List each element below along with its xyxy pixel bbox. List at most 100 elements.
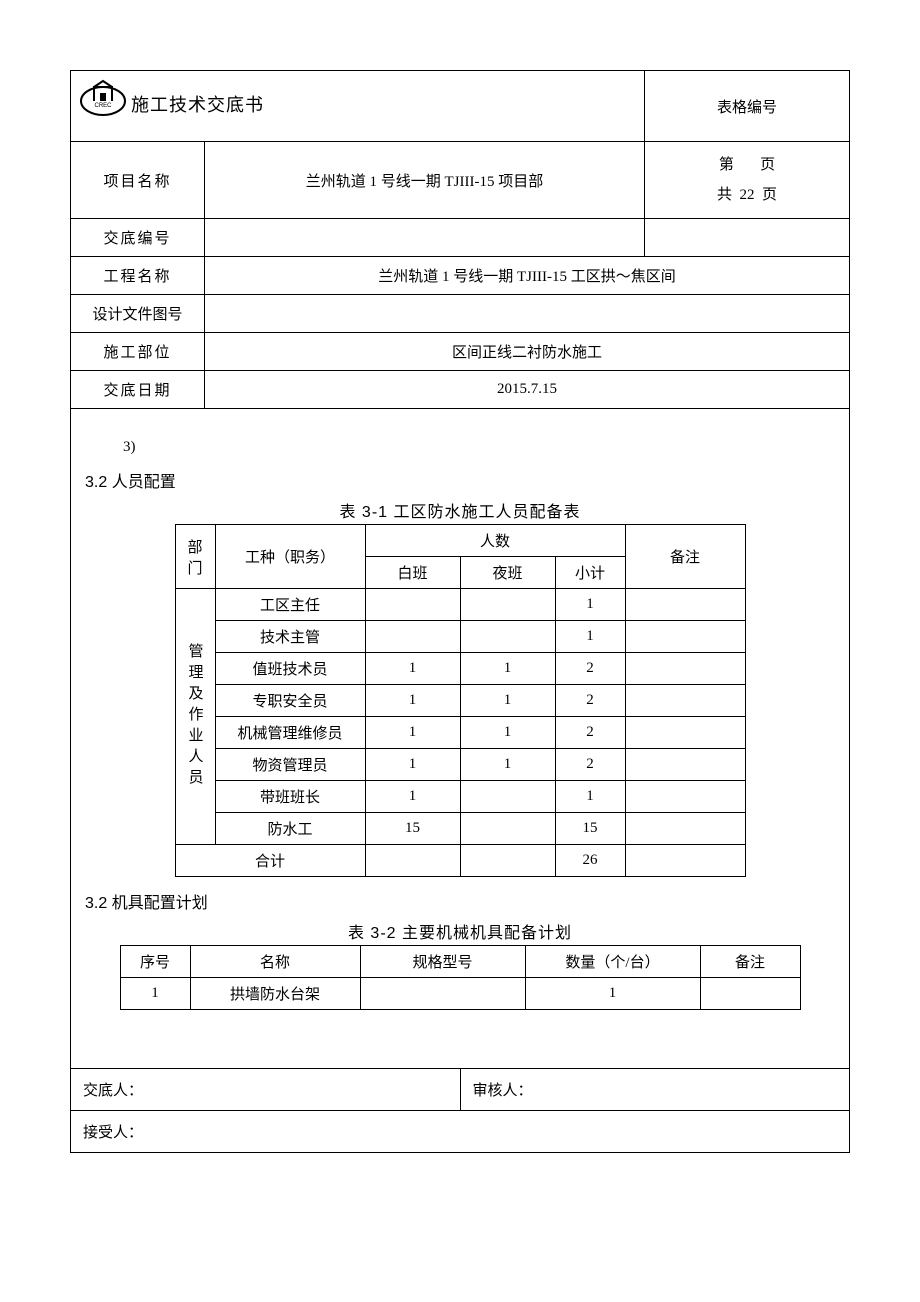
- svg-text:CREC: CREC: [94, 103, 112, 109]
- receiver-cell: 接受人：: [71, 1111, 849, 1152]
- th-seq: 序号: [120, 946, 190, 978]
- note-cell: [625, 589, 745, 621]
- content-area: 3) 3.2 人员配置 表 3-1 工区防水施工人员配备表 部门 工种（职务） …: [71, 409, 849, 1069]
- page: CREC 施工技术交底书 表格编号 项目名称 兰州轨道 1 号线一期 TJIII…: [0, 0, 920, 1213]
- note-cell: [625, 685, 745, 717]
- night-cell: [460, 589, 555, 621]
- job-cell: 值班技术员: [215, 653, 365, 685]
- title-left: CREC 施工技术交底书: [71, 71, 644, 141]
- th-count: 人数: [365, 525, 625, 557]
- table-row: 部门 工种（职务） 人数 备注: [175, 525, 745, 557]
- list-item-3: 3): [81, 439, 839, 456]
- project-name-label: 项目名称: [71, 142, 205, 218]
- note-cell: [625, 621, 745, 653]
- th-subtotal: 小计: [555, 557, 625, 589]
- section-3-2-equipment: 3.2 机具配置计划: [81, 889, 839, 913]
- night-cell: 1: [460, 653, 555, 685]
- th-day: 白班: [365, 557, 460, 589]
- design-doc-label: 设计文件图号: [71, 295, 205, 332]
- note-cell: [700, 978, 800, 1010]
- part-label: 施工部位: [71, 333, 205, 370]
- disclosure-no-value: [205, 219, 644, 256]
- day-cell: [365, 589, 460, 621]
- table-row: 技术主管 1: [175, 621, 745, 653]
- th-dept: 部门: [175, 525, 215, 589]
- pagination-cell: 第 页 共 22 页: [644, 142, 849, 218]
- page-current: 第 页: [719, 150, 775, 180]
- discloser-cell: 交底人：: [71, 1069, 460, 1111]
- th-qty: 数量（个/台）: [525, 946, 700, 978]
- night-cell: [460, 781, 555, 813]
- dept-cell: 管理及作业人员: [175, 589, 215, 845]
- sub-cell: 2: [555, 653, 625, 685]
- job-cell: 专职安全员: [215, 685, 365, 717]
- disclosure-no-label: 交底编号: [71, 219, 205, 256]
- table-row: 物资管理员 1 1 2: [175, 749, 745, 781]
- note-cell: [625, 717, 745, 749]
- sub-cell: 15: [555, 813, 625, 845]
- part-value: 区间正线二衬防水施工: [205, 333, 849, 370]
- note-cell: [625, 653, 745, 685]
- section-3-2-personnel: 3.2 人员配置: [81, 468, 839, 492]
- reviewer-cell: 审核人：: [460, 1069, 850, 1111]
- note-cell: [625, 749, 745, 781]
- works-name-value: 兰州轨道 1 号线一期 TJIII-15 工区拱～焦区间: [205, 257, 849, 294]
- table-row: 带班班长 1 1: [175, 781, 745, 813]
- table-row: 1 拱墙防水台架 1: [120, 978, 800, 1010]
- document-title: 施工技术交底书: [131, 91, 264, 117]
- th-job: 工种（职务）: [215, 525, 365, 589]
- day-cell: 1: [365, 781, 460, 813]
- table-row: 防水工 15 15: [175, 813, 745, 845]
- note-cell: [625, 813, 745, 845]
- seq-cell: 1: [120, 978, 190, 1010]
- job-cell: 机械管理维修员: [215, 717, 365, 749]
- design-doc-value: [205, 295, 849, 332]
- signature-row-1: 交底人： 审核人：: [71, 1069, 849, 1111]
- job-cell: 带班班长: [215, 781, 365, 813]
- night-cell: [460, 813, 555, 845]
- info-row-project: 项目名称 兰州轨道 1 号线一期 TJIII-15 项目部 第 页 共 22 页: [71, 142, 849, 219]
- sub-cell: 2: [555, 717, 625, 749]
- table-row-total: 合计 26: [175, 845, 745, 877]
- th-night: 夜班: [460, 557, 555, 589]
- table-row: 管理及作业人员 工区主任 1: [175, 589, 745, 621]
- equipment-table: 序号 名称 规格型号 数量（个/台） 备注 1 拱墙防水台架 1: [120, 945, 801, 1010]
- info-row-design-doc: 设计文件图号: [71, 295, 849, 333]
- total-note: [625, 845, 745, 877]
- job-cell: 工区主任: [215, 589, 365, 621]
- qty-cell: 1: [525, 978, 700, 1010]
- table-row: 序号 名称 规格型号 数量（个/台） 备注: [120, 946, 800, 978]
- day-cell: 1: [365, 685, 460, 717]
- th-note2: 备注: [700, 946, 800, 978]
- table-3-1-caption: 表 3-1 工区防水施工人员配备表: [81, 498, 839, 522]
- sub-cell: 1: [555, 621, 625, 653]
- table-3-2-caption: 表 3-2 主要机械机具配备计划: [81, 919, 839, 943]
- title-row: CREC 施工技术交底书 表格编号: [71, 71, 849, 142]
- job-cell: 物资管理员: [215, 749, 365, 781]
- day-cell: 1: [365, 653, 460, 685]
- sub-cell: 2: [555, 749, 625, 781]
- day-cell: 1: [365, 749, 460, 781]
- night-cell: [460, 621, 555, 653]
- day-cell: 15: [365, 813, 460, 845]
- spec-cell: [360, 978, 525, 1010]
- table-row: 专职安全员 1 1 2: [175, 685, 745, 717]
- info-row-disclosure-no: 交底编号: [71, 219, 849, 257]
- th-note: 备注: [625, 525, 745, 589]
- name-cell: 拱墙防水台架: [190, 978, 360, 1010]
- day-cell: 1: [365, 717, 460, 749]
- night-cell: 1: [460, 749, 555, 781]
- total-night: [460, 845, 555, 877]
- date-label: 交底日期: [71, 371, 205, 408]
- date-value: 2015.7.15: [205, 371, 849, 408]
- job-cell: 防水工: [215, 813, 365, 845]
- works-name-label: 工程名称: [71, 257, 205, 294]
- night-cell: 1: [460, 717, 555, 749]
- job-cell: 技术主管: [215, 621, 365, 653]
- table-row: 值班技术员 1 1 2: [175, 653, 745, 685]
- total-label: 合计: [175, 845, 365, 877]
- crec-logo-icon: CREC: [79, 79, 127, 117]
- sub-cell: 2: [555, 685, 625, 717]
- info-row-works-name: 工程名称 兰州轨道 1 号线一期 TJIII-15 工区拱～焦区间: [71, 257, 849, 295]
- table-row: 机械管理维修员 1 1 2: [175, 717, 745, 749]
